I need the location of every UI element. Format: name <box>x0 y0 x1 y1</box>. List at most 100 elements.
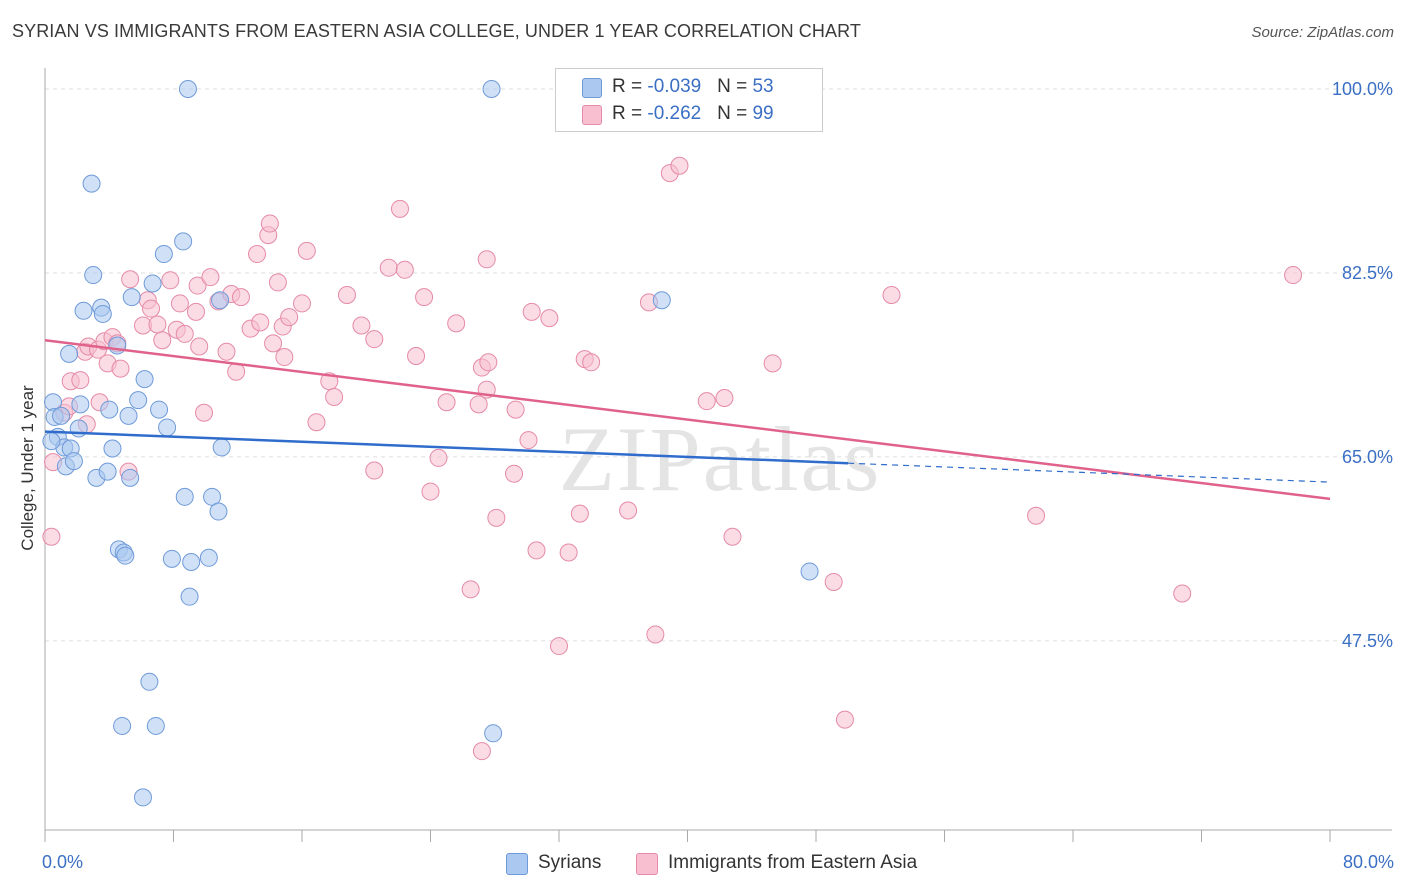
immigrants-point <box>540 309 559 328</box>
syrians-point <box>74 301 93 320</box>
legend-text-immigrants: R = -0.262 N = 99 <box>612 103 774 124</box>
immigrants-point <box>447 314 466 333</box>
chart-title: SYRIAN VS IMMIGRANTS FROM EASTERN ASIA C… <box>12 21 861 41</box>
immigrants-point <box>365 330 384 349</box>
chart-source: Source: ZipAtlas.com <box>1251 24 1394 41</box>
y-tick-label: 65.0% <box>1342 447 1393 467</box>
y-axis-label: College, Under 1 year <box>18 385 37 551</box>
syrians-point <box>178 80 197 99</box>
immigrants-point <box>646 625 665 644</box>
syrians-point <box>140 672 159 691</box>
y-tick-label: 47.5% <box>1342 631 1393 651</box>
immigrants-point <box>153 331 172 350</box>
immigrants-point <box>307 413 326 432</box>
immigrants-point <box>437 393 456 412</box>
syrians-point <box>60 344 79 363</box>
immigrants-point <box>379 258 398 277</box>
syrians-point <box>108 336 127 355</box>
immigrants-point <box>1173 584 1192 603</box>
immigrants-point <box>260 214 279 233</box>
immigrants-point <box>337 286 356 305</box>
syrians-point <box>154 245 173 264</box>
syrians-point <box>146 716 165 735</box>
immigrants-point <box>469 395 488 414</box>
immigrants-point <box>201 268 220 287</box>
immigrants-point <box>472 742 491 761</box>
syrians-point <box>180 587 199 606</box>
legend-text-syrians: R = -0.039 N = 53 <box>612 76 774 97</box>
immigrants-point <box>275 348 294 367</box>
syrians-point <box>482 80 501 99</box>
x-tick-min: 0.0% <box>42 852 84 872</box>
syrians-point <box>93 304 112 323</box>
immigrants-point <box>670 156 689 175</box>
immigrants-point <box>395 260 414 279</box>
immigrants-point <box>190 337 209 356</box>
immigrants-point <box>161 271 180 290</box>
syrians-trend-line <box>44 430 849 465</box>
immigrants-point <box>231 288 250 307</box>
immigrants-point <box>461 580 480 599</box>
immigrants-point <box>582 353 601 372</box>
syrians-swatch <box>582 78 602 98</box>
syrians-point <box>484 724 503 743</box>
y-tick-label: 100.0% <box>1332 79 1393 99</box>
correlation-legend: R = -0.039 N = 53 R = -0.262 N = 99 <box>555 68 823 132</box>
y-tick-label: 82.5% <box>1342 263 1393 283</box>
immigrants-point <box>527 541 546 560</box>
syrians-point <box>158 418 177 437</box>
immigrants-legend-swatch <box>636 853 658 875</box>
syrians-point <box>212 438 231 457</box>
immigrants-point <box>142 299 161 318</box>
immigrants-point <box>264 334 283 353</box>
trend-lines <box>44 338 1331 501</box>
immigrants-point <box>715 389 734 408</box>
immigrants-point <box>195 403 214 422</box>
immigrants-point <box>325 387 344 406</box>
immigrants-point <box>519 431 538 450</box>
immigrants-point <box>121 270 140 289</box>
y-tick-labels: 47.5% 65.0% 82.5% 100.0% <box>1332 79 1393 651</box>
syrians-point <box>199 548 218 567</box>
syrians-point <box>82 174 101 193</box>
syrians-point <box>122 288 141 307</box>
syrians-point <box>64 452 83 471</box>
syrians-point <box>103 439 122 458</box>
syrians-point <box>800 562 819 581</box>
immigrants-point <box>186 302 205 321</box>
immigrants-point <box>268 273 287 292</box>
immigrants-point <box>477 250 496 269</box>
syrians-point <box>143 274 162 293</box>
immigrants-point <box>697 392 716 411</box>
immigrants-point <box>723 527 742 546</box>
immigrants-point <box>111 359 130 378</box>
immigrants-point <box>217 342 236 361</box>
immigrants-point <box>293 294 311 313</box>
immigrants-point <box>170 294 189 313</box>
syrians-point <box>52 406 71 425</box>
immigrants-point <box>550 637 568 656</box>
immigrants-point <box>882 286 901 305</box>
axes <box>44 68 1392 842</box>
immigrants-point <box>251 313 270 332</box>
syrians-point <box>174 232 193 251</box>
immigrants-point <box>1027 506 1046 525</box>
syrians-point <box>42 432 61 451</box>
syrians-point <box>100 400 119 419</box>
syrians-point <box>182 552 201 571</box>
immigrants-point <box>365 461 384 480</box>
syrians-point <box>175 487 194 506</box>
immigrants-point <box>421 482 440 501</box>
immigrants-point <box>619 501 638 520</box>
immigrants-point <box>390 199 409 218</box>
immigrants-point <box>570 504 589 523</box>
immigrants-point <box>352 316 371 335</box>
syrians-point <box>71 395 90 414</box>
immigrants-point <box>763 354 782 373</box>
immigrants-point <box>248 245 267 264</box>
syrians-point <box>116 546 135 565</box>
immigrants-point <box>522 302 541 321</box>
immigrants-trend-line <box>44 338 1331 501</box>
syrians-point <box>113 716 132 735</box>
